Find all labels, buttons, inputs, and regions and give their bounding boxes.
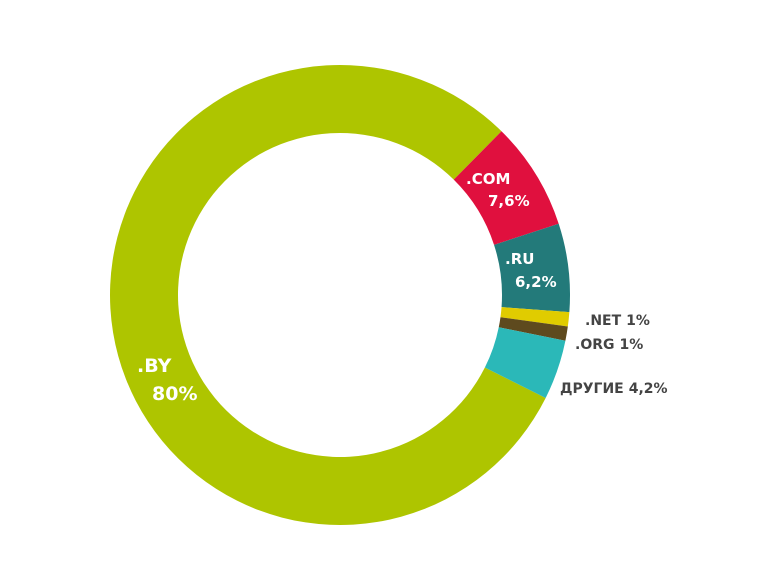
donut-slice <box>453 131 559 245</box>
donut-slice <box>109 64 546 525</box>
donut-slice <box>494 223 570 313</box>
slice-label: .COM <box>466 170 510 188</box>
category-name: .ORG <box>575 337 615 353</box>
value-label: 6,2% <box>515 273 557 291</box>
slice-label: .NET 1% <box>585 313 650 329</box>
category-name: .NET <box>585 313 622 329</box>
donut-slice <box>498 317 568 341</box>
slice-label: ДРУГИЕ 4,2% <box>560 381 668 397</box>
slice-label: .ORG 1% <box>575 337 643 353</box>
slice-label: .RU <box>505 250 534 268</box>
value-label: 80% <box>152 383 197 405</box>
category-name: ДРУГИЕ <box>560 381 624 397</box>
value-label: 1% <box>620 337 644 353</box>
value-label: 4,2% <box>629 381 668 397</box>
value-label: 7,6% <box>488 192 530 210</box>
donut-slice <box>484 327 566 398</box>
slice-label: .BY <box>137 355 172 377</box>
value-label: 1% <box>626 313 650 329</box>
donut-slice <box>500 307 570 327</box>
